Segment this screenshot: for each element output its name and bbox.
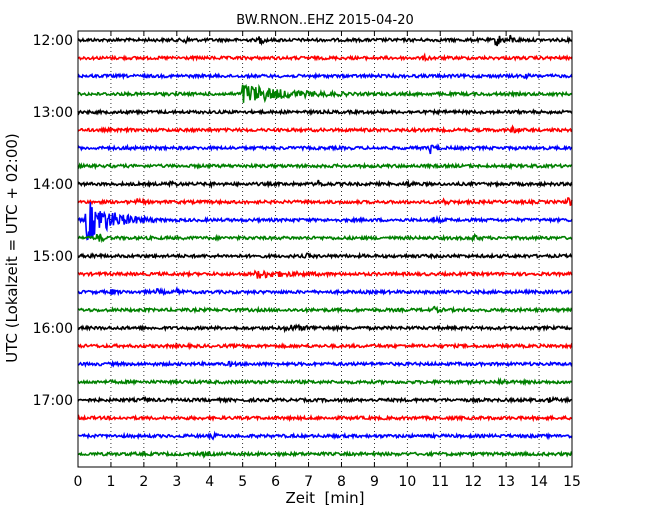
x-tick-label: 4 bbox=[205, 474, 214, 490]
x-tick-label: 11 bbox=[431, 474, 449, 490]
trace-1700 bbox=[77, 395, 572, 405]
plot-frame bbox=[77, 30, 573, 468]
x-tick-label: 9 bbox=[370, 474, 379, 490]
trace-1300 bbox=[77, 108, 573, 117]
y-tick-label: 17:00 bbox=[33, 393, 73, 409]
trace-1645 bbox=[77, 376, 573, 387]
trace-1430 bbox=[77, 202, 573, 241]
trace-1500 bbox=[77, 251, 573, 260]
x-tick-label: 15 bbox=[563, 474, 581, 490]
y-tick-label: 15:00 bbox=[33, 249, 73, 265]
x-tick-label: 6 bbox=[271, 474, 280, 490]
trace-1600 bbox=[77, 323, 573, 334]
trace-1345 bbox=[77, 161, 573, 171]
trace-1615 bbox=[77, 341, 573, 351]
y-tick-label: 14:00 bbox=[33, 177, 73, 193]
trace-1315 bbox=[77, 124, 573, 135]
trace-1730 bbox=[78, 430, 573, 441]
x-tick-label: 14 bbox=[530, 474, 548, 490]
trace-1545 bbox=[77, 305, 573, 315]
x-tick-label: 13 bbox=[497, 474, 515, 490]
trace-1515 bbox=[77, 269, 573, 279]
y-axis-label: UTC (Lokalzeit = UTC + 02:00) bbox=[3, 133, 21, 363]
grid-lines bbox=[110, 31, 540, 467]
trace-layer bbox=[77, 34, 573, 459]
y-axis-ticks: 12:00 13:00 14:00 15:00 16:00 17:00 bbox=[33, 33, 572, 409]
x-axis-label: Zeit [min] bbox=[285, 489, 364, 507]
trace-1330 bbox=[77, 143, 573, 155]
trace-1230 bbox=[77, 71, 573, 81]
x-axis-ticks: 0 1 2 3 4 5 6 7 8 9 10 11 12 13 14 15 bbox=[74, 31, 581, 490]
x-tick-label: 2 bbox=[139, 474, 148, 490]
chart-title: BW.RNON..EHZ 2015-04-20 bbox=[236, 13, 414, 28]
x-tick-label: 10 bbox=[398, 474, 416, 490]
trace-1200 bbox=[77, 34, 573, 47]
trace-1415 bbox=[77, 197, 573, 207]
trace-1445 bbox=[77, 232, 573, 244]
y-tick-label: 16:00 bbox=[33, 321, 73, 337]
x-tick-label: 7 bbox=[304, 474, 313, 490]
trace-1745 bbox=[77, 449, 573, 459]
x-tick-label: 1 bbox=[106, 474, 115, 490]
x-tick-label: 0 bbox=[74, 474, 83, 490]
trace-1530 bbox=[77, 285, 573, 297]
y-tick-label: 13:00 bbox=[33, 105, 73, 121]
x-tick-label: 3 bbox=[172, 474, 181, 490]
trace-1245 bbox=[77, 83, 573, 104]
trace-1715 bbox=[77, 414, 573, 423]
trace-1400 bbox=[77, 179, 573, 190]
x-tick-label: 8 bbox=[337, 474, 346, 490]
x-tick-label: 5 bbox=[238, 474, 247, 490]
y-tick-label: 12:00 bbox=[33, 33, 73, 49]
trace-1630 bbox=[77, 359, 573, 368]
x-tick-label: 12 bbox=[464, 474, 482, 490]
trace-1215 bbox=[77, 52, 573, 63]
